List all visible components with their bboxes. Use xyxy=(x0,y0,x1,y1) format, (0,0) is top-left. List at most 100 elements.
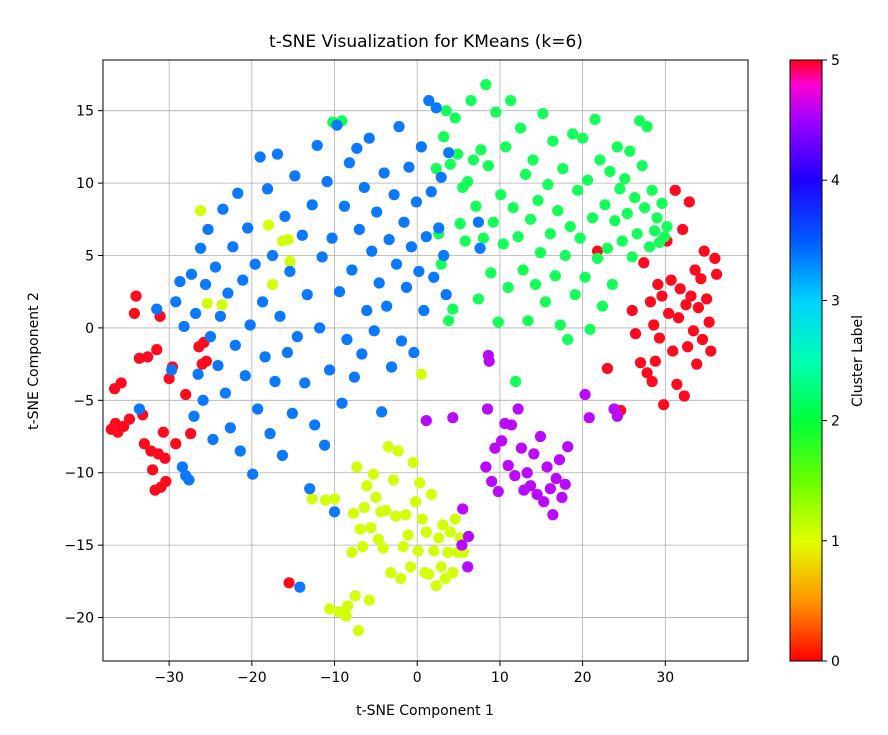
data-point xyxy=(624,145,636,157)
data-point xyxy=(589,113,601,125)
data-point xyxy=(397,540,409,553)
data-point xyxy=(447,567,459,579)
data-point xyxy=(358,501,370,514)
data-point xyxy=(435,258,447,270)
data-point xyxy=(229,339,241,351)
data-point xyxy=(331,119,343,131)
data-point xyxy=(304,483,316,495)
data-point xyxy=(294,581,306,593)
data-point xyxy=(204,331,217,343)
data-point xyxy=(194,205,207,217)
x-tick-label: −20 xyxy=(237,670,267,686)
data-point xyxy=(385,361,398,373)
data-point xyxy=(651,212,663,224)
data-point xyxy=(306,199,318,211)
data-point xyxy=(692,302,704,314)
data-point xyxy=(395,335,408,347)
data-point xyxy=(163,373,175,385)
data-point xyxy=(378,167,390,179)
data-point xyxy=(376,406,388,418)
data-point xyxy=(425,186,437,198)
data-point xyxy=(544,228,556,240)
y-tick-label: −5 xyxy=(73,393,94,409)
data-point xyxy=(695,273,707,285)
data-point xyxy=(390,258,403,270)
data-point xyxy=(367,468,380,480)
data-point xyxy=(616,235,628,247)
data-point xyxy=(672,312,685,324)
data-point xyxy=(643,241,656,253)
data-point xyxy=(636,160,648,172)
data-point xyxy=(477,232,489,244)
data-point xyxy=(188,410,200,422)
data-point xyxy=(326,232,338,244)
data-point xyxy=(266,249,279,262)
data-point xyxy=(192,368,204,380)
data-point xyxy=(209,261,222,273)
colorbar-label: Cluster Label xyxy=(850,315,866,407)
data-point xyxy=(284,255,296,267)
data-point xyxy=(687,325,700,337)
data-point xyxy=(552,205,564,217)
data-point xyxy=(638,257,650,269)
colorbar-gradient xyxy=(789,59,823,662)
data-point xyxy=(423,568,435,580)
data-point xyxy=(138,438,150,450)
data-point xyxy=(420,415,432,427)
data-point xyxy=(591,252,604,265)
data-point xyxy=(338,200,351,212)
x-axis-ticks: −30 −20 −10 0 10 20 30 xyxy=(154,661,674,686)
data-point xyxy=(314,322,326,334)
data-point xyxy=(689,264,701,276)
data-point xyxy=(671,378,683,390)
x-tick-label: 20 xyxy=(574,670,592,686)
chart-title-text: t-SNE Visualization for KMeans (k=6) xyxy=(269,32,583,52)
data-point xyxy=(147,464,159,476)
data-point xyxy=(194,242,207,254)
data-point xyxy=(199,278,212,291)
data-point xyxy=(521,467,533,479)
y-tick-label: 15 xyxy=(76,104,94,120)
data-point xyxy=(381,300,393,312)
data-point xyxy=(559,478,571,490)
data-point xyxy=(472,216,485,228)
data-point xyxy=(680,299,692,311)
data-point xyxy=(133,352,145,364)
data-point xyxy=(502,459,514,472)
data-point xyxy=(398,216,410,228)
colorbar: 0 1 2 3 4 5 Cluster Label xyxy=(789,53,866,670)
data-point xyxy=(656,197,668,209)
data-point xyxy=(321,176,333,188)
data-point xyxy=(462,561,474,573)
data-point xyxy=(579,271,591,283)
plot-area: −30 −20 −10 0 10 20 30 −20 −15 −10 −5 0 5 10 15 xyxy=(64,59,749,686)
data-point xyxy=(443,147,455,159)
colorbar-tick-label: 4 xyxy=(831,173,840,189)
data-point xyxy=(276,449,289,461)
data-point xyxy=(176,461,188,473)
data-point xyxy=(271,148,284,160)
data-point xyxy=(462,530,475,543)
data-point xyxy=(553,454,566,466)
grid xyxy=(103,60,748,661)
data-point xyxy=(284,265,296,278)
data-point xyxy=(500,141,512,153)
data-point xyxy=(242,222,254,234)
colorbar-tick-label: 0 xyxy=(831,654,840,670)
data-point xyxy=(652,278,664,291)
data-point xyxy=(696,333,709,346)
x-tick-label: 10 xyxy=(491,670,509,686)
data-point xyxy=(447,303,459,315)
data-point xyxy=(227,241,239,253)
data-point xyxy=(601,362,614,375)
data-point xyxy=(677,223,689,236)
data-point xyxy=(579,388,591,401)
data-point xyxy=(648,225,661,237)
data-point xyxy=(365,522,377,534)
data-point xyxy=(539,296,552,308)
data-point xyxy=(606,278,618,291)
y-tick-label: 5 xyxy=(85,249,94,265)
data-point xyxy=(537,107,549,120)
data-point xyxy=(301,289,313,301)
